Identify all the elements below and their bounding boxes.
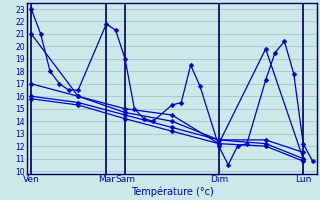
X-axis label: Température (°c): Température (°c) (131, 187, 213, 197)
